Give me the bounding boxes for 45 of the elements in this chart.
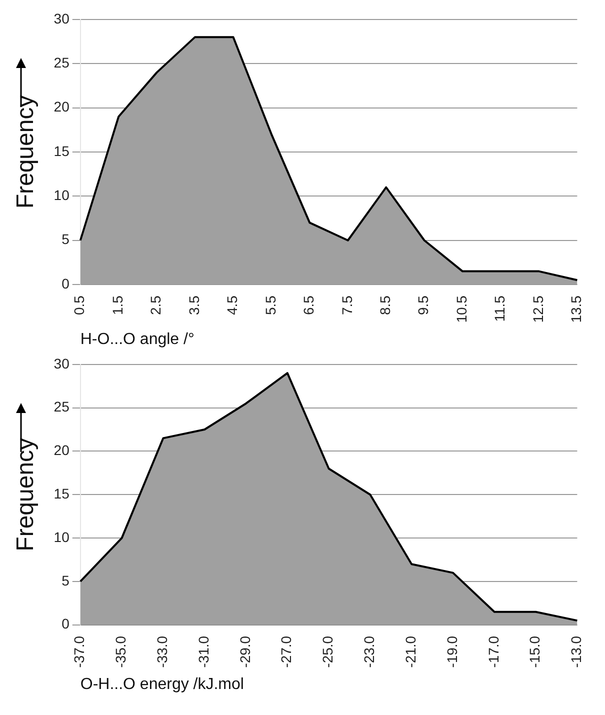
x-axis-title: O-H...O energy /kJ.mol xyxy=(80,676,244,693)
x-tick-label: 9.5 xyxy=(415,295,432,316)
x-tick-label: -21.0 xyxy=(402,636,418,668)
y-tick-label: 30 xyxy=(54,10,70,26)
x-tick-label: 6.5 xyxy=(300,295,317,316)
x-tick-label: 3.5 xyxy=(186,295,202,316)
x-tick-label: -27.0 xyxy=(278,636,294,668)
y-tick-label: 25 xyxy=(54,398,70,415)
x-tick-label: -35.0 xyxy=(112,636,129,668)
x-tick-label: 7.5 xyxy=(338,295,355,316)
x-tick-label: -31.0 xyxy=(195,636,212,668)
y-tick-label: 25 xyxy=(54,54,70,70)
x-tick-label: 13.5 xyxy=(568,295,584,323)
x-tick-label: -15.0 xyxy=(526,636,543,668)
x-tick-label: -17.0 xyxy=(485,636,502,668)
x-tick-label: 2.5 xyxy=(148,295,164,316)
y-tick-label: 5 xyxy=(62,231,70,248)
x-tick-label: 10.5 xyxy=(453,295,470,323)
y-axis-title: Frequency xyxy=(12,438,40,552)
y-tick-label: 20 xyxy=(54,98,70,115)
x-tick-label: -33.0 xyxy=(154,636,170,668)
x-tick-label: -13.0 xyxy=(568,636,584,668)
y-tick-label: 15 xyxy=(54,486,70,502)
y-tick-label: 30 xyxy=(54,355,70,372)
x-tick-label: 1.5 xyxy=(109,295,126,316)
y-tick-label: 20 xyxy=(54,442,70,458)
y-axis-title: Frequency xyxy=(12,95,40,209)
y-tick-label: 0 xyxy=(62,616,70,632)
x-tick-label: -19.0 xyxy=(444,636,460,668)
x-tick-label: -29.0 xyxy=(236,636,253,668)
x-tick-label: -37.0 xyxy=(71,636,88,668)
x-tick-label: 5.5 xyxy=(262,295,278,316)
x-tick-label: -25.0 xyxy=(320,636,336,668)
y-tick-label: 5 xyxy=(62,572,70,588)
y-tick-label: 0 xyxy=(62,275,70,292)
y-tick-label: 10 xyxy=(54,187,70,204)
x-tick-label: 12.5 xyxy=(530,295,546,323)
x-tick-label: -23.0 xyxy=(361,636,378,668)
y-tick-label: 10 xyxy=(54,528,70,545)
x-tick-label: 0.5 xyxy=(71,295,88,316)
y-tick-label: 15 xyxy=(54,142,70,159)
x-tick-label: 4.5 xyxy=(224,295,240,316)
x-axis-title: H-O...O angle /° xyxy=(80,330,194,348)
x-tick-label: 11.5 xyxy=(492,295,508,322)
x-tick-label: 8.5 xyxy=(376,295,393,316)
